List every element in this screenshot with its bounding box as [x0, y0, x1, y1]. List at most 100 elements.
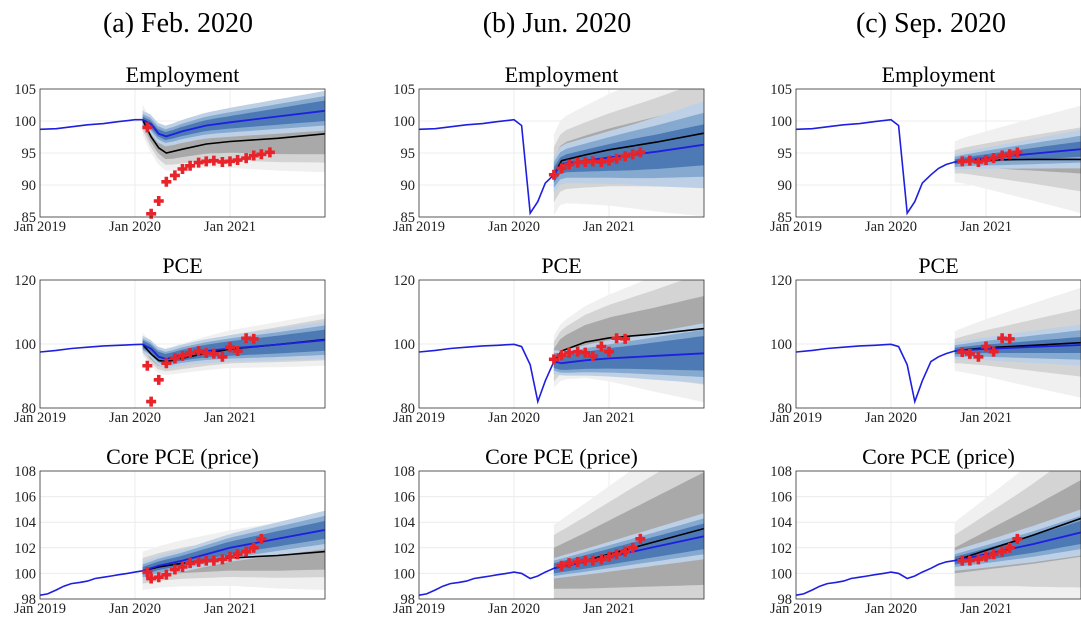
observed-point-2 [153, 374, 164, 385]
history-line [796, 559, 955, 596]
observed-point-5 [177, 562, 188, 572]
x-tick-label-0: Jan 2019 [14, 410, 66, 426]
observed-point-1 [146, 573, 157, 584]
y-tick-label-80: 80 [778, 401, 793, 417]
observed-point-3 [981, 341, 991, 352]
history-line [419, 118, 555, 216]
observed-point-10 [627, 149, 638, 160]
observed-point-5 [587, 156, 598, 167]
axes-box [795, 279, 1081, 409]
y-tick-label-100: 100 [770, 114, 792, 130]
observed-point-10 [217, 351, 228, 362]
x-tick-label-0: Jan 2019 [393, 219, 445, 235]
observed-point-5 [587, 351, 598, 362]
plot-area [796, 287, 1081, 405]
x-tick-label-2: Jan 2021 [583, 219, 635, 235]
blue-forecast-line [142, 529, 325, 572]
observed-point-4 [169, 170, 180, 181]
observed-point-0 [142, 360, 153, 371]
observed-point-8 [620, 546, 631, 557]
observed-point-11 [225, 156, 235, 167]
x-tick-label-0: Jan 2019 [770, 219, 822, 235]
chart-panel-c-core-pce: 98 100 102 104 106 108 Jan 2019 Jan 2020 Jan 202… [770, 444, 1081, 617]
axes-box [418, 470, 705, 600]
black-forecast-line [553, 132, 704, 176]
observed-point-7 [193, 556, 204, 567]
observed-point-3 [161, 176, 172, 187]
observed-point-6 [596, 156, 607, 167]
chart-panel-b-employment: 85 90 95 100 105 Jan 2019 Jan 2020 Jan 2021 Empl… [393, 62, 705, 235]
observed-point-4 [988, 346, 999, 357]
y-tick-label-98: 98 [401, 592, 416, 608]
y-tick-label-108: 108 [14, 464, 36, 480]
axes-box [39, 470, 326, 600]
chart-panel-a-pce: 80 100 120 Jan 2019 Jan 2020 Jan 2021 PCE [14, 253, 326, 426]
observed-point-0 [957, 156, 968, 167]
y-tick-label-85: 85 [778, 210, 793, 226]
observed-point-6 [596, 341, 607, 352]
observed-point-5 [997, 150, 1008, 161]
observed-point-2 [973, 156, 984, 167]
column-title-b: (b) Jun. 2020 [483, 8, 632, 39]
panel-title: Employment [505, 62, 619, 87]
x-tick-label-0: Jan 2019 [14, 219, 66, 235]
observed-point-3 [572, 157, 583, 168]
observed-point-0 [957, 347, 968, 358]
y-tick-label-104: 104 [393, 515, 416, 531]
x-tick-label-1: Jan 2020 [865, 601, 917, 617]
observed-point-5 [596, 554, 607, 565]
y-tick-label-85: 85 [22, 210, 37, 226]
observed-point-3 [161, 569, 172, 580]
observed-point-0 [142, 122, 153, 133]
blue-band-0 [553, 336, 704, 371]
x-tick-label-2: Jan 2021 [204, 410, 256, 426]
x-tick-label-2: Jan 2021 [204, 601, 256, 617]
observed-point-5 [997, 333, 1008, 344]
black-forecast-line [141, 119, 325, 154]
observed-point-2 [564, 347, 575, 358]
observed-point-9 [627, 542, 638, 553]
y-tick-label-105: 105 [393, 82, 415, 98]
history-line [796, 118, 955, 216]
x-tick-label-2: Jan 2021 [583, 410, 635, 426]
observed-point-15 [256, 533, 267, 544]
y-tick-label-106: 106 [770, 490, 792, 506]
y-tick-label-80: 80 [22, 401, 37, 417]
observed-point-4 [580, 156, 591, 167]
observed-point-1 [556, 350, 567, 361]
x-tick-label-1: Jan 2020 [865, 410, 917, 426]
observed-point-12 [232, 549, 243, 560]
panel-title: Employment [126, 62, 240, 87]
observed-point-13 [241, 153, 252, 164]
observed-point-2 [973, 554, 984, 565]
observed-point-4 [988, 153, 999, 164]
observed-point-3 [981, 155, 991, 166]
observed-point-1 [556, 163, 567, 174]
observed-point-3 [572, 346, 583, 357]
y-tick-label-90: 90 [401, 178, 416, 194]
observed-point-12 [232, 155, 243, 166]
observed-point-2 [153, 572, 164, 583]
x-tick-label-0: Jan 2019 [770, 601, 822, 617]
observed-point-9 [208, 348, 219, 359]
chart-panel-c-employment: 85 90 95 100 105 Jan 2019 Jan 2020 Jan 2021 Empl… [770, 62, 1081, 235]
y-tick-label-120: 120 [770, 273, 792, 289]
column-title-c: (c) Sep. 2020 [856, 8, 1006, 39]
axes-box [795, 470, 1081, 600]
observed-point-4 [988, 549, 999, 560]
x-tick-label-1: Jan 2020 [109, 601, 161, 617]
observed-point-11 [225, 342, 235, 353]
y-tick-label-90: 90 [22, 178, 37, 194]
observed-point-13 [241, 333, 252, 344]
observed-point-6 [1004, 149, 1015, 160]
observed-point-3 [580, 555, 591, 566]
observed-point-5 [177, 164, 188, 174]
observed-point-0 [556, 560, 567, 571]
x-tick-label-0: Jan 2019 [14, 601, 66, 617]
observed-point-6 [604, 551, 614, 562]
y-tick-label-100: 100 [393, 114, 415, 130]
observed-point-1 [146, 208, 157, 219]
observed-point-12 [232, 346, 243, 357]
observed-point-7 [611, 549, 622, 560]
history-line [419, 343, 555, 405]
